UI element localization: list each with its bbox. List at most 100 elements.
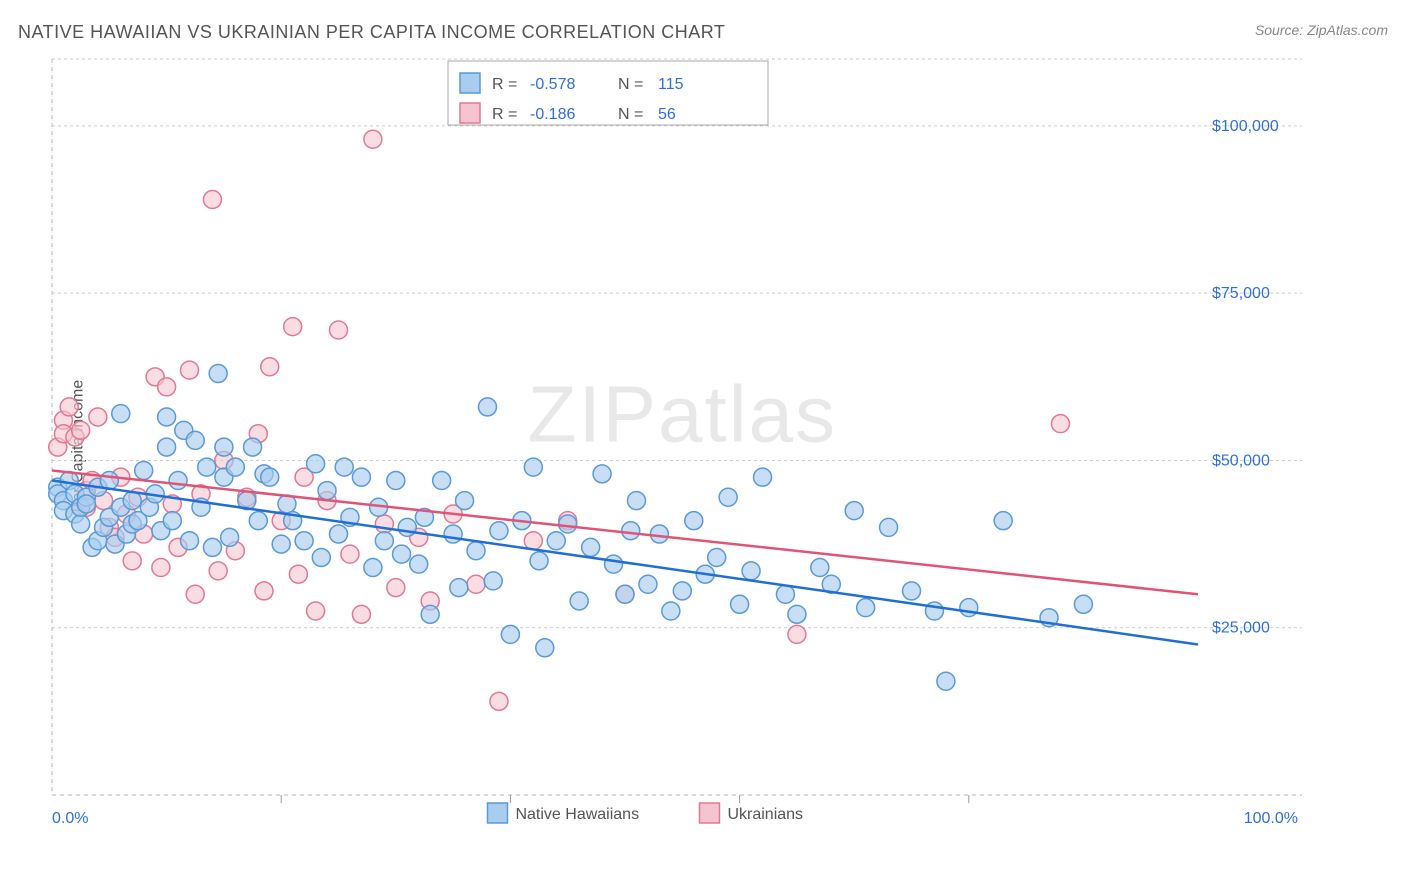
legend-swatch	[699, 803, 719, 823]
data-point	[776, 585, 794, 603]
data-point	[198, 458, 216, 476]
y-tick-label: $25,000	[1212, 620, 1270, 637]
data-point	[123, 552, 141, 570]
data-point	[501, 625, 519, 643]
data-point	[811, 559, 829, 577]
chart-container: ZIPatlas$25,000$50,000$75,000$100,0000.0…	[48, 55, 1302, 835]
data-point	[221, 528, 239, 546]
data-point	[375, 532, 393, 550]
data-point	[622, 522, 640, 540]
data-point	[289, 565, 307, 583]
data-point	[330, 321, 348, 339]
data-point	[605, 555, 623, 573]
data-point	[123, 492, 141, 510]
legend-series-label: Ukrainians	[727, 806, 803, 823]
data-point	[181, 361, 199, 379]
data-point	[255, 582, 273, 600]
data-point	[731, 595, 749, 613]
data-point	[272, 535, 290, 553]
legend-r-value: -0.186	[530, 106, 575, 123]
data-point	[685, 512, 703, 530]
data-point	[375, 515, 393, 533]
source-link[interactable]: ZipAtlas.com	[1307, 22, 1388, 38]
data-point	[209, 562, 227, 580]
data-point	[788, 625, 806, 643]
data-point	[524, 532, 542, 550]
data-point	[244, 438, 262, 456]
legend-r-label: R =	[492, 76, 517, 93]
legend-swatch	[460, 73, 480, 93]
x-tick-label: 0.0%	[52, 810, 88, 827]
data-point	[421, 605, 439, 623]
data-point	[490, 522, 508, 540]
data-point	[352, 468, 370, 486]
data-point	[570, 592, 588, 610]
data-point	[662, 602, 680, 620]
data-point	[467, 575, 485, 593]
data-point	[673, 582, 691, 600]
data-point	[410, 555, 428, 573]
data-point	[742, 562, 760, 580]
data-point	[215, 438, 233, 456]
data-point	[364, 130, 382, 148]
data-point	[307, 455, 325, 473]
data-point	[364, 559, 382, 577]
legend-n-value: 115	[658, 76, 684, 93]
data-point	[341, 545, 359, 563]
data-point	[845, 502, 863, 520]
legend-swatch	[460, 103, 480, 123]
data-point	[857, 599, 875, 617]
data-point	[295, 532, 313, 550]
data-point	[307, 602, 325, 620]
data-point	[788, 605, 806, 623]
data-point	[312, 548, 330, 566]
data-point	[169, 472, 187, 490]
data-point	[559, 515, 577, 533]
data-point	[536, 639, 554, 657]
data-point	[387, 579, 405, 597]
legend-series-label: Native Hawaiians	[515, 806, 639, 823]
data-point	[994, 512, 1012, 530]
data-point	[708, 548, 726, 566]
legend-n-value: 56	[658, 106, 676, 123]
data-point	[203, 191, 221, 209]
data-point	[433, 472, 451, 490]
data-point	[72, 515, 90, 533]
data-point	[398, 518, 416, 536]
data-point	[60, 398, 78, 416]
data-point	[72, 421, 90, 439]
data-point	[158, 378, 176, 396]
legend-n-label: N =	[618, 106, 643, 123]
data-point	[261, 358, 279, 376]
data-point	[524, 458, 542, 476]
data-point	[158, 438, 176, 456]
data-point	[937, 672, 955, 690]
x-tick-label: 100.0%	[1244, 810, 1298, 827]
source-attribution: Source: ZipAtlas.com	[1255, 22, 1388, 38]
data-point	[335, 458, 353, 476]
data-point	[478, 398, 496, 416]
trend-line	[52, 481, 1198, 645]
data-point	[582, 538, 600, 556]
data-point	[880, 518, 898, 536]
data-point	[249, 512, 267, 530]
data-point	[186, 585, 204, 603]
data-point	[1051, 415, 1069, 433]
data-point	[393, 545, 411, 563]
y-tick-label: $75,000	[1212, 285, 1270, 302]
data-point	[387, 472, 405, 490]
data-point	[719, 488, 737, 506]
data-point	[467, 542, 485, 560]
data-point	[903, 582, 921, 600]
data-point	[530, 552, 548, 570]
y-tick-label: $100,000	[1212, 118, 1279, 135]
data-point	[616, 585, 634, 603]
data-point	[960, 599, 978, 617]
data-point	[77, 495, 95, 513]
scatter-chart: ZIPatlas$25,000$50,000$75,000$100,0000.0…	[48, 55, 1302, 835]
data-point	[203, 538, 221, 556]
data-point	[89, 408, 107, 426]
data-point	[186, 431, 204, 449]
data-point	[158, 408, 176, 426]
chart-title: NATIVE HAWAIIAN VS UKRAINIAN PER CAPITA …	[18, 22, 725, 43]
